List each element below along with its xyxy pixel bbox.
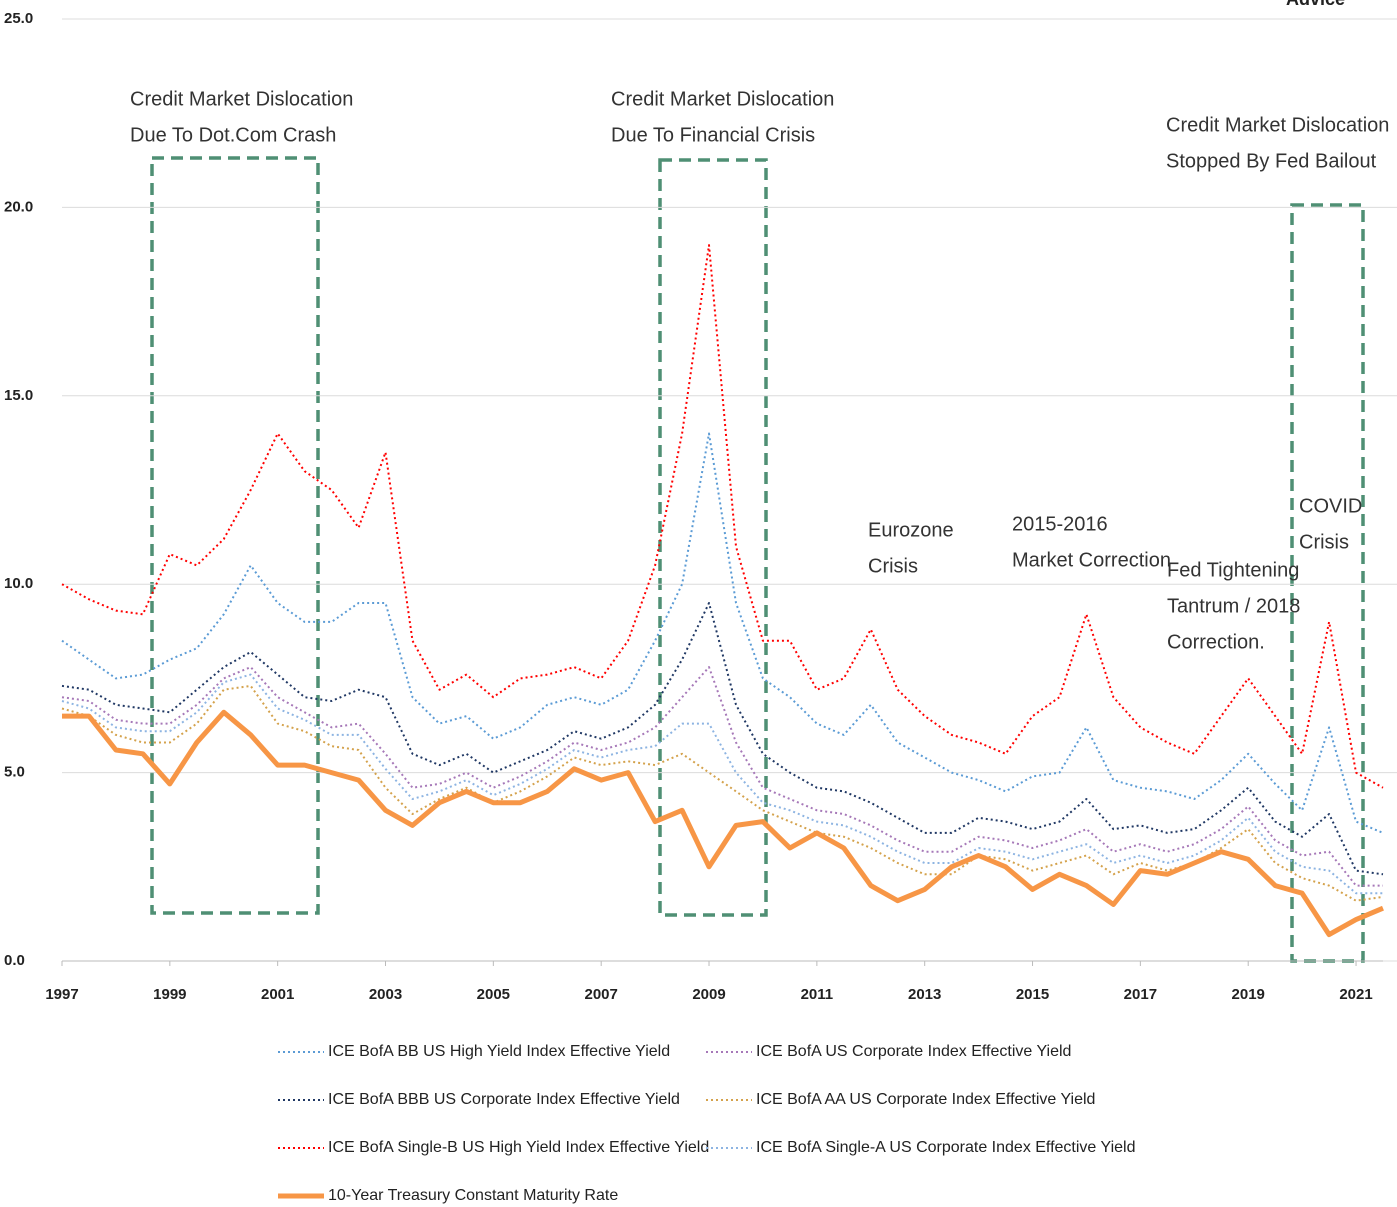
y-tick-label: 20.0 [4,198,33,215]
annotation: Credit Market Dislocation [130,88,353,110]
series-line [61,666,1383,887]
annotation: Due To Dot.Com Crash [130,124,336,146]
highlight-box [150,156,320,915]
x-tick-label: 1997 [45,986,78,1003]
series-line [61,432,1384,834]
annotation: Market Correction [1012,549,1171,571]
series-line [61,684,1384,902]
annotation: Crisis [868,555,918,577]
annotation: Eurozone [868,519,954,541]
y-tick-label: 5.0 [4,764,25,781]
annotation: Due To Financial Crisis [611,124,815,146]
x-tick-label: 2005 [477,986,510,1003]
x-tick-label: 2015 [1016,986,1049,1003]
annotation: 2015-2016 [1012,513,1108,535]
x-tick-label: 2007 [584,986,617,1003]
legend-label: ICE BofA AA US Corporate Index Effective… [756,1091,1095,1108]
series-line [61,673,1383,895]
legend-label: ICE BofA Single-A US Corporate Index Eff… [756,1139,1135,1156]
annotation: Stopped By Fed Bailout [1166,150,1377,172]
legend-label: ICE BofA Single-B US High Yield Index Ef… [328,1139,709,1156]
highlight-box [658,158,768,917]
annotation: Crisis [1299,531,1349,553]
annotation: Tantrum / 2018 [1167,595,1300,617]
series-line [61,244,1384,789]
x-tick-label: 1999 [153,986,186,1003]
highlight-box [1290,203,1365,963]
annotation: Credit Market Dislocation [611,88,834,110]
legend-label: ICE BofA BBB US Corporate Index Effectiv… [328,1091,680,1108]
x-tick-label: 2017 [1124,986,1157,1003]
annotation: Correction. [1167,631,1265,653]
x-tick-label: 2003 [369,986,402,1003]
x-tick-label: 2009 [692,986,725,1003]
legend-label: ICE BofA BB US High Yield Index Effectiv… [328,1043,670,1060]
series-line [62,709,1384,938]
x-tick-label: 2011 [801,986,834,1003]
y-tick-label: 25.0 [4,10,33,27]
logo-text: Advice [1286,0,1345,9]
legend-label: 10-Year Treasury Constant Maturity Rate [328,1187,618,1204]
y-tick-label: 10.0 [4,575,33,592]
x-tick-label: 2013 [908,986,941,1003]
x-tick-label: 2001 [261,986,294,1003]
y-tick-label: 15.0 [4,387,33,404]
x-tick-label: 2021 [1339,986,1372,1003]
annotation: COVID [1299,495,1362,517]
x-tick-label: 2019 [1232,986,1265,1003]
y-tick-label: 0.0 [4,952,25,969]
annotation: Fed Tightening [1167,559,1299,581]
legend-label: ICE BofA US Corporate Index Effective Yi… [756,1043,1071,1060]
annotation: Credit Market Dislocation [1166,114,1389,136]
